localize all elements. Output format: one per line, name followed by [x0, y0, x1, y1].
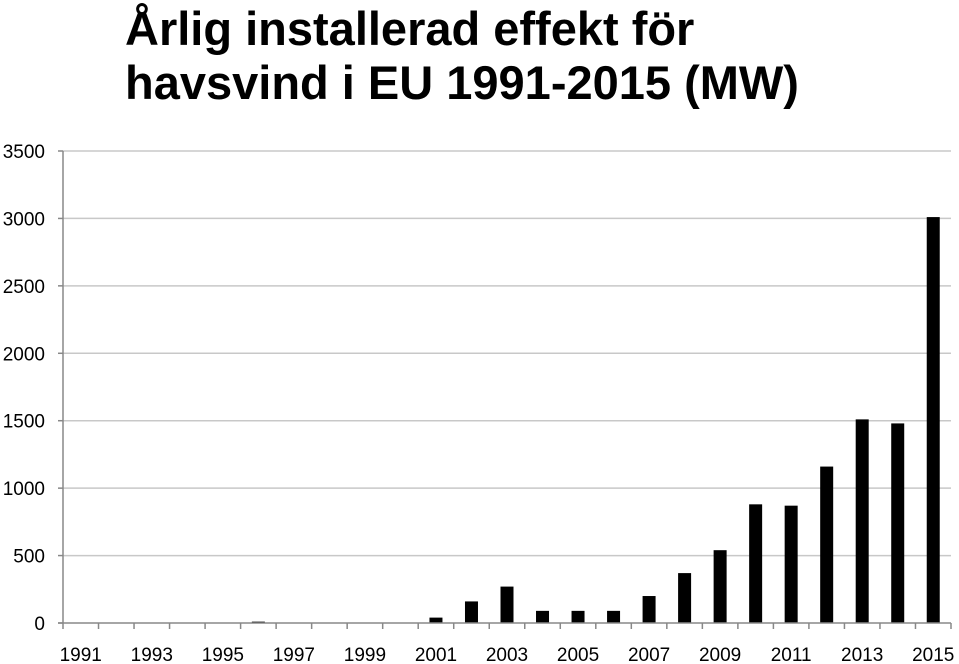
- y-tick-label: 1000: [3, 479, 45, 500]
- bar-2007: [642, 596, 656, 623]
- y-tick-label: 3000: [3, 209, 45, 230]
- x-tick-label: 2015: [912, 645, 954, 664]
- y-tick-label: 500: [13, 547, 45, 568]
- bar-2008: [678, 573, 692, 623]
- bar-2012: [820, 466, 834, 623]
- y-tick-label: 2000: [3, 344, 45, 365]
- gridlines: [63, 150, 951, 557]
- bar-2005: [571, 610, 585, 623]
- x-tick-label: 1995: [202, 645, 244, 664]
- x-tick-label: 2009: [699, 645, 741, 664]
- axes: [58, 150, 952, 629]
- y-tick-label: 1500: [3, 412, 45, 433]
- bars: [251, 217, 940, 623]
- x-tick-label: 2007: [628, 645, 670, 664]
- bar-2003: [500, 586, 514, 623]
- y-tick-label: 0: [34, 614, 45, 635]
- bar-2004: [536, 610, 550, 623]
- y-tick-label: 3500: [3, 142, 45, 163]
- bar-2001: [429, 617, 443, 623]
- x-tick-label: 2003: [486, 645, 528, 664]
- x-tick-label: 1993: [131, 645, 173, 664]
- bar-2002: [464, 601, 478, 623]
- x-tick-label: 2013: [841, 645, 883, 664]
- bar-2014: [891, 423, 905, 623]
- y-tick-labels: 0 500 1000 1500 2000 2500 3000 3500: [3, 142, 45, 635]
- chart-title: Årlig installerad effekt för havsvind i …: [125, 2, 925, 110]
- bar-2010: [749, 504, 763, 623]
- x-tick-label: 1997: [273, 645, 315, 664]
- x-tick-labels: 1991 1993 1995 1997 1999 2001 2003 2005 2007 2009…: [60, 645, 955, 664]
- x-tick-label: 1999: [344, 645, 386, 664]
- chart-title-line-1: Årlig installerad effekt för: [125, 2, 695, 55]
- x-tick-label: 2011: [771, 645, 812, 664]
- chart-title-line-2: havsvind i EU 1991-2015 (MW): [125, 56, 799, 109]
- bar-2006: [607, 610, 621, 623]
- x-tick-label: 2005: [557, 645, 599, 664]
- x-tick-label: 2001: [415, 645, 457, 664]
- y-tick-label: 2500: [3, 277, 45, 298]
- bar-2013: [855, 419, 869, 623]
- bar-2009: [713, 550, 727, 623]
- bar-2015: [926, 217, 940, 623]
- x-tick-label: 1991: [60, 645, 102, 664]
- bar-2011: [784, 505, 798, 623]
